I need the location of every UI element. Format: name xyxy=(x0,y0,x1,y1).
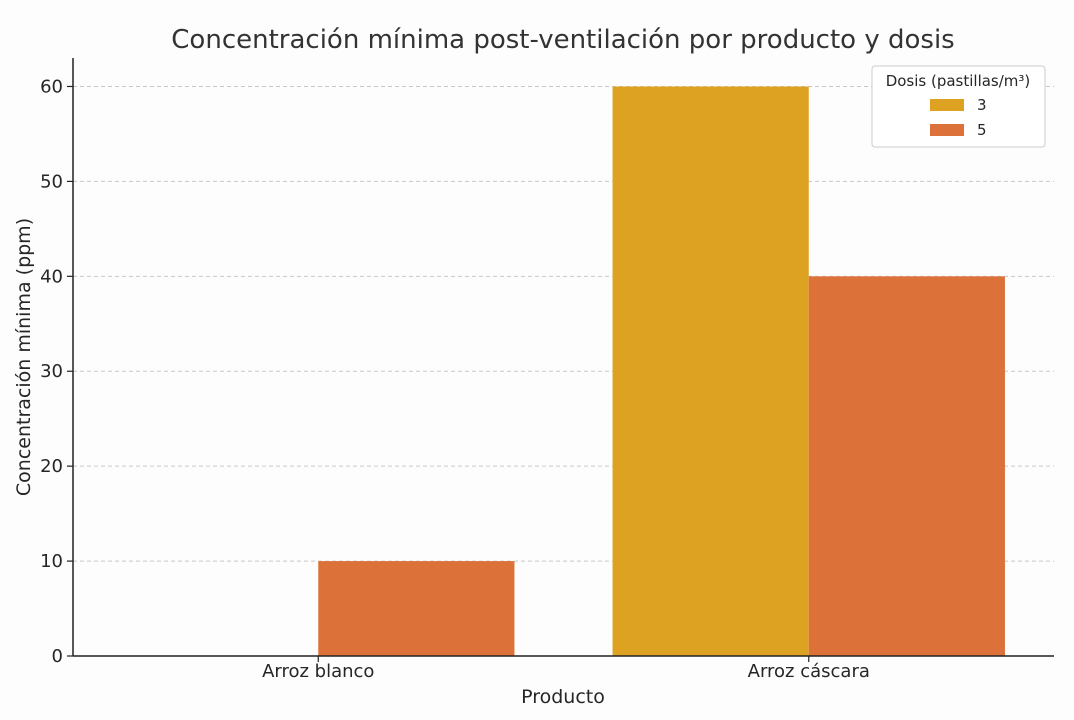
y-tick-label: 0 xyxy=(52,646,63,667)
bar-3-1 xyxy=(612,86,809,656)
gridlines xyxy=(73,85,1054,562)
legend-label: 5 xyxy=(977,121,987,139)
legend-swatch-5 xyxy=(930,124,964,136)
y-tick-label: 30 xyxy=(40,361,63,382)
chart-title: Concentración mínima post-ventilación po… xyxy=(171,25,954,55)
legend-swatch-3 xyxy=(930,99,964,111)
y-tick-label: 40 xyxy=(40,266,63,287)
y-tick-label: 50 xyxy=(40,171,63,192)
y-tick-label: 20 xyxy=(40,456,63,477)
bars xyxy=(318,86,1005,656)
y-tick-label: 10 xyxy=(40,551,63,572)
x-tick-label: Arroz blanco xyxy=(262,661,374,682)
y-axis-label: Concentración mínima (ppm) xyxy=(13,218,35,496)
y-ticks: 0 10 20 30 40 50 60 xyxy=(40,76,73,667)
legend-label: 3 xyxy=(977,96,987,114)
x-tick-label: Arroz cáscara xyxy=(748,661,870,682)
x-ticks: Arroz blanco Arroz cáscara xyxy=(262,656,870,682)
x-axis-label: Producto xyxy=(521,686,605,708)
bar-5-0 xyxy=(318,561,515,656)
axes xyxy=(72,58,1054,657)
legend-title: Dosis (pastillas/m³) xyxy=(886,72,1031,90)
bar-5-1 xyxy=(808,276,1005,656)
legend: Dosis (pastillas/m³) 3 5 xyxy=(871,65,1046,148)
y-tick-label: 60 xyxy=(40,76,63,97)
